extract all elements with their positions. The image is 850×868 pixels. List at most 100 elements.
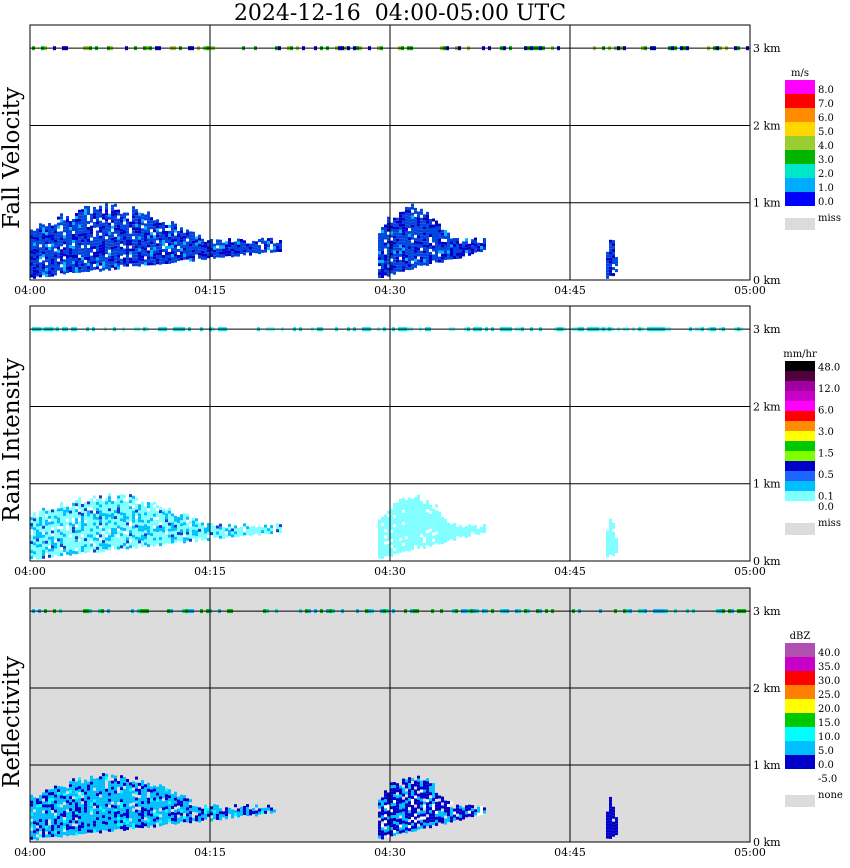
echo-region-3 — [606, 796, 618, 839]
x-tick-label: 05:00 — [734, 284, 766, 297]
x-tick-label: 04:30 — [374, 284, 406, 297]
y-tick-label: 3 km — [753, 323, 781, 336]
colorbar-swatch — [785, 411, 815, 421]
colorbar-label: 1.5 — [818, 448, 834, 459]
colorbar-swatch — [785, 741, 815, 755]
echo-region-3 — [606, 239, 618, 279]
y-tick-label: 0 km — [753, 836, 781, 849]
echo-region-2 — [378, 203, 486, 279]
x-tick-label: 04:00 — [14, 284, 46, 297]
x-tick-label: 04:00 — [14, 565, 46, 578]
colorbar-swatch — [785, 471, 815, 481]
plot-frame — [29, 305, 751, 562]
colorbar-swatch — [785, 421, 815, 431]
colorbar-swatch — [785, 685, 815, 699]
colorbar-label: 5.0 — [818, 127, 834, 138]
y-tick-label: 2 km — [753, 682, 781, 695]
colorbar-swatch — [785, 178, 815, 192]
colorbar-label: 0.0 — [818, 760, 834, 771]
x-tick-label: 04:15 — [194, 284, 226, 297]
panel-1: 04:00 04:15 04:30 04:45 05:000 km 1 km 2 km 3 k… — [14, 24, 841, 297]
colorbar-label: 12.0 — [818, 384, 840, 395]
colorbar-swatch — [785, 643, 815, 657]
colorbar-missing-label: none — [818, 790, 843, 801]
echo-region-2 — [378, 775, 486, 840]
colorbar-label: 30.0 — [818, 676, 840, 687]
echo-region-2 — [378, 494, 486, 559]
x-tick-label: 04:30 — [374, 846, 406, 859]
y-tick-label: 3 km — [753, 605, 781, 618]
colorbar-swatch — [785, 108, 815, 122]
y-tick-label: 1 km — [753, 197, 781, 210]
colorbar-label: 10.0 — [818, 732, 840, 743]
colorbar-swatch — [785, 441, 815, 451]
colorbar-swatch — [785, 671, 815, 685]
colorbar-swatch — [785, 713, 815, 727]
colorbar-swatch — [785, 361, 815, 371]
colorbar-swatch — [785, 657, 815, 671]
colorbar-label: 7.0 — [818, 99, 834, 110]
colorbar-swatch — [785, 431, 815, 441]
colorbar-label: 25.0 — [818, 690, 840, 701]
x-tick-label: 04:00 — [14, 846, 46, 859]
colorbar-missing-label: miss — [818, 213, 841, 224]
x-tick-label: 05:00 — [734, 565, 766, 578]
x-tick-label: 04:45 — [554, 284, 586, 297]
colorbar-swatch — [785, 94, 815, 108]
colorbar-unit: dBZ — [790, 631, 811, 642]
colorbar-swatch — [785, 192, 815, 206]
colorbar-label: 40.0 — [818, 648, 840, 659]
colorbar-swatch — [785, 451, 815, 461]
chart-title: 2024-12-16 04:00-05:00 UTC — [233, 1, 567, 26]
x-tick-label: 05:00 — [734, 846, 766, 859]
colorbar-label: 3.0 — [818, 155, 834, 166]
echo-region-1 — [30, 493, 282, 560]
colorbar-label: 4.0 — [818, 141, 834, 152]
colorbar-swatch — [785, 755, 815, 769]
colorbar-unit: mm/hr — [783, 349, 817, 360]
colorbar-label: 0.5 — [818, 470, 834, 481]
colorbar-unit: m/s — [791, 68, 809, 79]
colorbar-swatch — [785, 122, 815, 136]
colorbar-swatch — [785, 136, 815, 150]
colorbar-swatch — [785, 381, 815, 391]
grid — [30, 25, 750, 280]
x-tick-label: 04:30 — [374, 565, 406, 578]
echo-region-1 — [30, 203, 282, 279]
x-tick-label: 04:15 — [194, 846, 226, 859]
x-tick-label: 04:15 — [194, 565, 226, 578]
y-tick-label: 1 km — [753, 478, 781, 491]
colorbar-missing-swatch — [785, 523, 815, 535]
colorbar-swatch — [785, 391, 815, 401]
y-tick-label: 3 km — [753, 42, 781, 55]
colorbar-swatch — [785, 371, 815, 381]
y-tick-label: 2 km — [753, 400, 781, 413]
grid — [30, 306, 750, 561]
colorbar-label: 15.0 — [818, 718, 840, 729]
colorbar-swatch — [785, 164, 815, 178]
colorbar-swatch — [785, 80, 815, 94]
colorbar-swatch — [785, 501, 815, 511]
colorbar-label: 6.0 — [818, 113, 834, 124]
colorbar-label: 2.0 — [818, 169, 834, 180]
y-tick-label: 0 km — [753, 555, 781, 568]
colorbar-label: -5.0 — [818, 774, 837, 785]
colorbar-label: 5.0 — [818, 746, 834, 757]
colorbar-missing-label: miss — [818, 518, 841, 529]
y-tick-label: 0 km — [753, 274, 781, 287]
colorbar-swatch — [785, 461, 815, 471]
y-tick-label: 2 km — [753, 119, 781, 132]
colorbar-label: 0.0 — [818, 197, 834, 208]
y-tick-label: 1 km — [753, 759, 781, 772]
plot-frame — [29, 587, 751, 843]
colorbar-label: 0.1 — [818, 491, 834, 502]
echo-region-1 — [30, 773, 276, 841]
colorbar-swatch — [785, 699, 815, 713]
colorbar-swatch — [785, 769, 815, 783]
colorbar-label: 3.0 — [818, 427, 834, 438]
x-tick-label: 04:45 — [554, 565, 586, 578]
grid — [30, 588, 750, 842]
colorbar-swatch — [785, 150, 815, 164]
